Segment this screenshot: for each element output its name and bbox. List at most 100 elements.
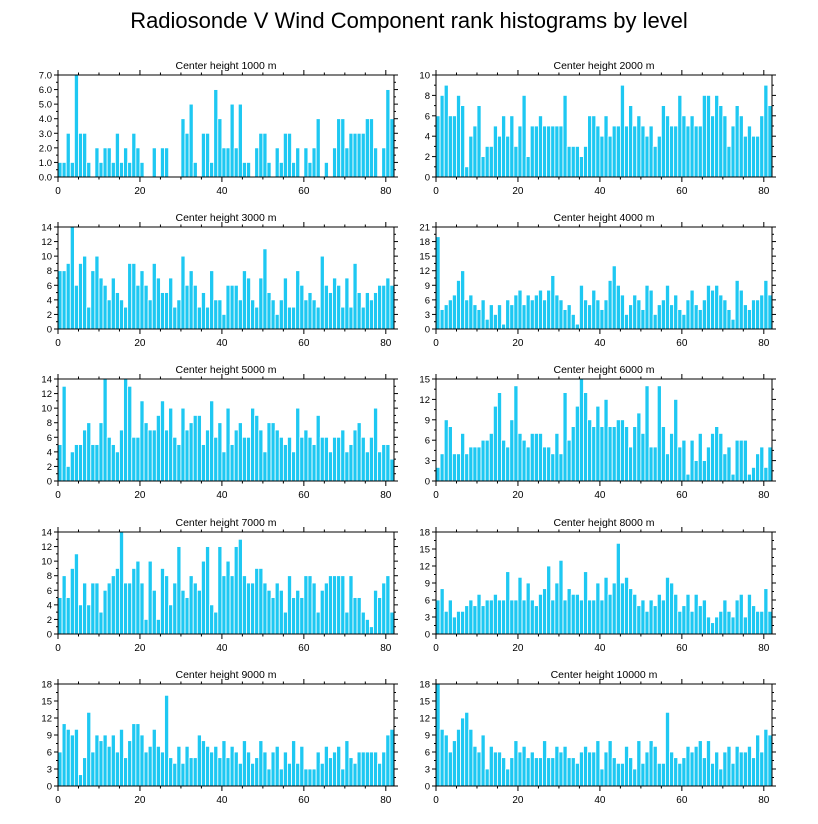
bar bbox=[624, 745, 629, 787]
panel-title: Center height 7000 m bbox=[176, 517, 277, 529]
bar bbox=[131, 568, 137, 635]
bar bbox=[307, 768, 313, 787]
bar bbox=[270, 422, 276, 482]
y-tick-label: 0 bbox=[47, 630, 52, 641]
bar bbox=[447, 599, 453, 635]
bar bbox=[751, 757, 757, 787]
bar bbox=[233, 147, 239, 178]
bar bbox=[521, 599, 527, 635]
bar bbox=[726, 610, 732, 635]
bar bbox=[558, 299, 564, 330]
bar bbox=[554, 432, 560, 482]
bar bbox=[435, 683, 441, 787]
bar bbox=[86, 306, 92, 330]
bar bbox=[344, 147, 350, 178]
bar bbox=[356, 422, 362, 482]
bar bbox=[665, 576, 670, 635]
bar bbox=[315, 118, 321, 178]
bar bbox=[131, 263, 137, 330]
bar bbox=[160, 147, 165, 178]
bar bbox=[722, 599, 728, 635]
x-tick-label: 80 bbox=[380, 338, 392, 349]
bar bbox=[340, 768, 346, 787]
bar bbox=[517, 751, 523, 787]
bar bbox=[385, 575, 391, 635]
bar bbox=[718, 105, 724, 178]
y-tick-label: 18 bbox=[419, 237, 430, 248]
bar bbox=[291, 451, 297, 482]
bar bbox=[628, 304, 634, 330]
bar bbox=[295, 762, 301, 787]
bar bbox=[714, 284, 720, 330]
bar bbox=[648, 289, 654, 330]
x-tick-label: 80 bbox=[758, 795, 770, 806]
bar bbox=[505, 299, 511, 330]
bar bbox=[747, 745, 752, 787]
bar bbox=[685, 745, 691, 787]
bar bbox=[98, 422, 104, 482]
bar bbox=[106, 436, 112, 482]
bar bbox=[759, 115, 765, 178]
bar bbox=[57, 444, 63, 482]
bar bbox=[501, 599, 507, 635]
bar bbox=[603, 115, 609, 178]
bar bbox=[505, 135, 511, 178]
bar bbox=[525, 757, 531, 787]
bar bbox=[468, 135, 474, 178]
bar bbox=[274, 147, 280, 178]
bar bbox=[648, 446, 654, 482]
y-tick-label: 6 bbox=[425, 748, 430, 759]
bar bbox=[278, 162, 284, 178]
bar bbox=[554, 745, 560, 787]
bar bbox=[143, 619, 149, 635]
bar bbox=[209, 400, 215, 482]
bar bbox=[488, 145, 494, 178]
bar bbox=[640, 309, 646, 330]
bar bbox=[521, 304, 527, 330]
bar bbox=[665, 711, 670, 787]
bar bbox=[681, 757, 687, 787]
bar bbox=[377, 284, 383, 330]
bar bbox=[640, 599, 646, 635]
bar bbox=[521, 745, 527, 787]
bar bbox=[640, 125, 646, 178]
bar bbox=[192, 582, 198, 635]
bar bbox=[176, 546, 182, 635]
bar bbox=[767, 105, 773, 178]
bar bbox=[542, 588, 548, 635]
bar bbox=[628, 757, 634, 787]
bar bbox=[488, 304, 494, 330]
bar bbox=[747, 125, 752, 178]
bar bbox=[546, 757, 552, 787]
bar bbox=[435, 599, 441, 635]
bar bbox=[323, 284, 329, 330]
bar bbox=[591, 599, 597, 635]
bar bbox=[78, 263, 83, 330]
bar bbox=[332, 575, 338, 635]
bar bbox=[352, 263, 358, 330]
bar bbox=[480, 439, 486, 482]
bar bbox=[319, 436, 325, 482]
bar bbox=[706, 616, 711, 635]
bar bbox=[147, 560, 153, 635]
bar bbox=[439, 588, 445, 635]
y-tick-label: 0 bbox=[425, 173, 430, 184]
bar bbox=[311, 299, 317, 330]
bar bbox=[587, 751, 593, 787]
bar bbox=[123, 757, 129, 787]
bar bbox=[348, 306, 354, 330]
bar bbox=[603, 299, 609, 330]
y-tick-label: 7.0 bbox=[39, 71, 52, 82]
bar bbox=[734, 439, 740, 482]
bar bbox=[135, 147, 141, 178]
bar bbox=[332, 277, 338, 330]
bar bbox=[57, 597, 63, 635]
bar bbox=[61, 723, 67, 787]
bar bbox=[127, 263, 133, 330]
x-tick-label: 60 bbox=[676, 490, 688, 501]
y-tick-label: 0 bbox=[47, 477, 52, 488]
y-tick-label: 8 bbox=[47, 266, 52, 277]
bar bbox=[681, 314, 687, 330]
bar bbox=[484, 599, 490, 635]
bar bbox=[562, 95, 568, 178]
